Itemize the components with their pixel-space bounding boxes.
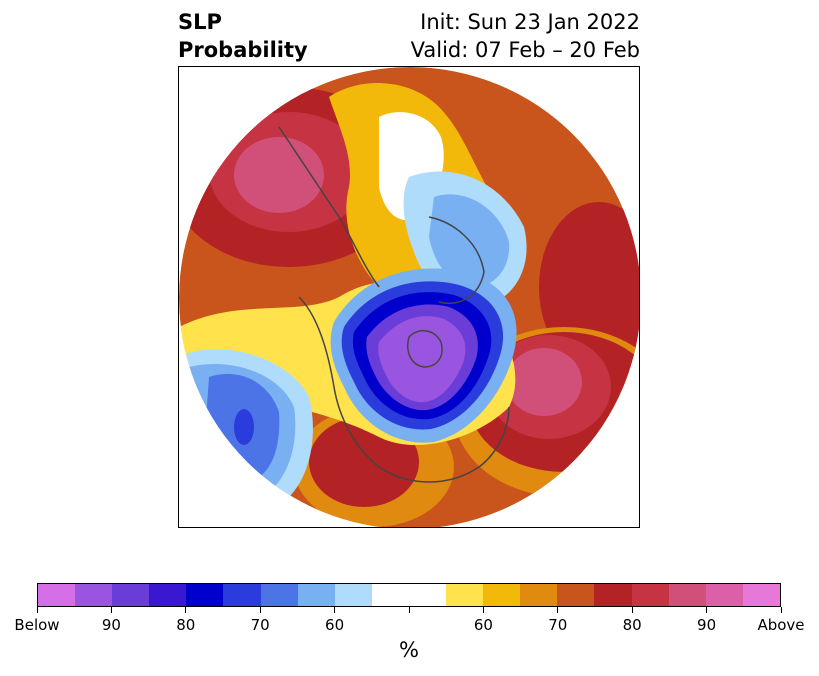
colorbar-cell [446,584,484,606]
colorbar-tick-label: 90 [697,616,717,634]
colorbar-tick-label: Above [757,616,805,634]
atlantic-above-90 [506,348,582,416]
colorbar-tick [557,607,559,613]
valid-label: Valid: 07 Feb – 20 Feb [410,38,640,62]
colorbar-tick [482,607,484,613]
colorbar-tick-label: Below [14,616,60,634]
probability-map [179,67,639,527]
colorbar-cell [631,584,669,606]
colorbar-tick-label: 90 [101,616,121,634]
colorbar-cell [112,584,150,606]
variable-label: SLP [178,10,222,34]
colorbar-cell [742,584,780,606]
europe-above-90 [234,137,324,213]
colorbar-tick [259,607,261,613]
colorbar-cell [408,584,447,606]
colorbar-tick [185,607,187,613]
colorbar-cell [149,584,187,606]
colorbar-unit-label: % [399,638,419,662]
colorbar-cell [557,584,595,606]
colorbar-cell [186,584,224,606]
product-label: Probability [178,38,308,62]
coastline-greenland [407,330,443,368]
colorbar-tick [110,607,112,613]
colorbar-tick-label: 70 [548,616,568,634]
colorbar-cell [705,584,743,606]
colorbar-cell [260,584,298,606]
colorbar-tick [408,607,410,613]
colorbar-cell [668,584,706,606]
colorbar-tick [631,607,633,613]
colorbar-tick-label: 60 [325,616,345,634]
coastline-north-america [298,296,510,483]
colorbar-tick [334,607,336,613]
colorbar-tick-label: 80 [176,616,196,634]
colorbar [37,583,781,607]
colorbar-cell [371,584,409,606]
colorbar-tick [780,607,782,613]
pacific-below-90 [234,409,254,445]
shaded-field [179,67,639,527]
coastline-eurasia [278,126,380,288]
colorbar-tick-label: 80 [622,616,642,634]
canada-below-max [378,316,466,403]
colorbar-tick [706,607,708,613]
colorbar-tick-label: 60 [473,616,493,634]
colorbar-cell [75,584,113,606]
colorbar-cell [38,584,76,606]
colorbar-tick [36,607,38,613]
colorbar-cell [594,584,632,606]
colorbar-cell [520,584,558,606]
chart-title-left: SLP Probability [178,8,308,64]
chart-title-right: Init: Sun 23 Jan 2022 Valid: 07 Feb – 20… [411,8,640,64]
colorbar-cell [223,584,261,606]
map-panel [178,66,640,528]
init-label: Init: Sun 23 Jan 2022 [420,10,640,34]
colorbar-cell [334,584,372,606]
colorbar-tick-label: 70 [250,616,270,634]
colorbar-cell [297,584,335,606]
coastline-siberia [428,216,485,304]
colorbar-cell [483,584,521,606]
